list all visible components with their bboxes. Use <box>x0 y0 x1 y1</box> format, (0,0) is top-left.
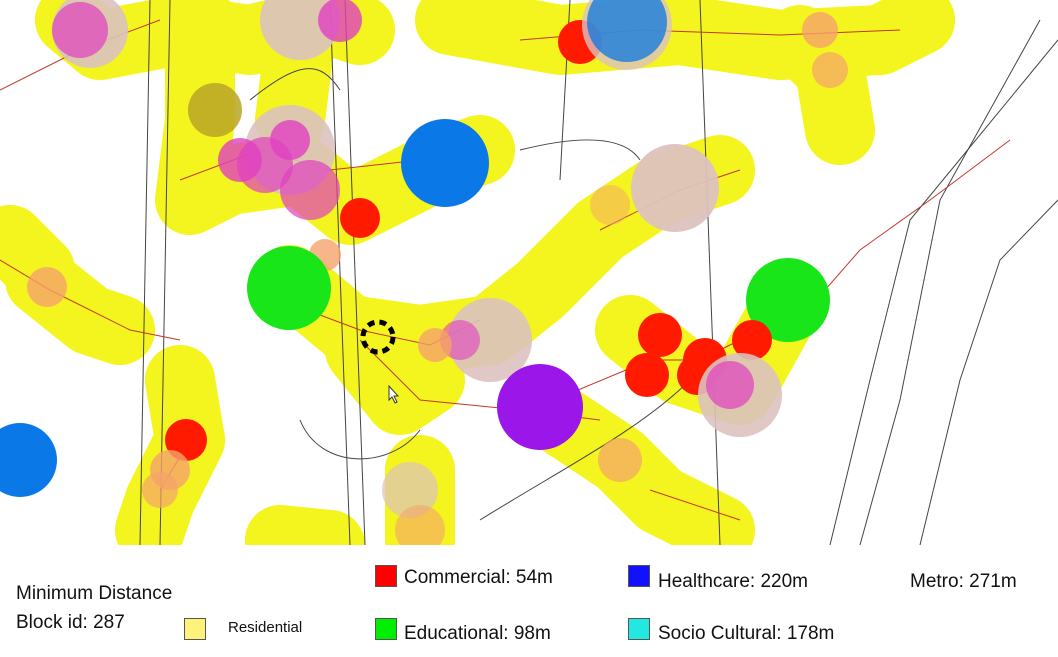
facility-circle-salmon-29 <box>590 185 630 225</box>
facility-circle-healthcare-15 <box>0 423 57 497</box>
facility-circle-salmon-18 <box>142 472 178 508</box>
metro-label: Metro: 271m <box>910 571 1017 592</box>
boundary-line-2 <box>329 0 351 545</box>
healthcare-swatch <box>628 565 650 587</box>
facility-circle-purple-22 <box>497 364 583 450</box>
boundary-line-10 <box>479 379 691 521</box>
facility-circle-olive-9 <box>188 83 242 137</box>
socio-cultural-swatch <box>628 618 650 640</box>
network-line-9 <box>649 489 741 521</box>
block-id-label: Block id: 287 <box>16 612 125 633</box>
facility-circle-pink-1 <box>52 2 108 58</box>
educational-label: Educational: 98m <box>404 623 551 644</box>
boundary-line-6 <box>829 39 1058 545</box>
boundary-line-3 <box>344 0 366 545</box>
residential-label: Residential <box>228 619 303 636</box>
facility-circle-salmon-27 <box>812 52 848 88</box>
selected-block-marker-icon[interactable] <box>360 319 396 355</box>
facility-circle-pink-8 <box>270 120 310 160</box>
network-line-4 <box>529 329 761 411</box>
facility-circle-salmon-21 <box>418 328 452 362</box>
mouse-cursor-icon <box>388 384 400 404</box>
block-boundary-lines <box>139 0 1058 545</box>
boundary-line-7 <box>919 199 1058 545</box>
buffer-corridor-3 <box>415 0 955 80</box>
educational-swatch <box>375 618 397 640</box>
facility-circle-salmon-14 <box>27 267 67 307</box>
boundary-line-9 <box>299 419 421 460</box>
facility-circle-healthcare-25 <box>587 0 667 62</box>
facility-circle-healthcare-10 <box>401 119 489 207</box>
legend-panel: Minimum Distance Block id: 287 Residenti… <box>0 545 1058 657</box>
facility-circle-commercial-31 <box>638 313 682 357</box>
facility-circle-commercial-16 <box>165 419 207 461</box>
facility-circle-pink-3 <box>318 0 362 42</box>
facility-circle-educational-30 <box>746 258 830 342</box>
boundary-line-4 <box>699 0 721 545</box>
buffer-corridor-8 <box>325 315 465 435</box>
facility-circle-tan-39 <box>382 462 438 518</box>
facility-circle-pink-37 <box>706 361 754 409</box>
facility-circle-tan-19 <box>448 298 532 382</box>
residential-swatch <box>184 618 206 640</box>
buffer-corridor-11 <box>525 385 755 545</box>
buffer-corridor-6 <box>0 205 75 305</box>
healthcare-label: Healthcare: 220m <box>658 571 808 592</box>
network-line-7 <box>0 259 181 341</box>
facility-circle-educational-13 <box>247 246 331 330</box>
commercial-label: Commercial: 54m <box>404 567 553 588</box>
selected-block-ring <box>360 319 396 355</box>
facility-circle-pink-6 <box>280 160 340 220</box>
commercial-swatch <box>375 565 397 587</box>
map-view[interactable] <box>0 0 1058 545</box>
facility-circle-pink-7 <box>218 138 262 182</box>
boundary-line-11 <box>249 68 341 101</box>
boundary-line-0 <box>139 0 151 545</box>
buffer-corridor-13 <box>245 505 365 545</box>
boundary-line-12 <box>519 139 641 161</box>
boundary-line-5 <box>859 19 1041 545</box>
facility-circle-tan-28 <box>631 144 719 232</box>
facility-circle-salmon-38 <box>598 438 642 482</box>
facility-circle-commercial-32 <box>625 353 669 397</box>
facility-circle-salmon-40 <box>395 505 445 545</box>
facility-circle-commercial-35 <box>732 320 772 360</box>
socio-cultural-label: Socio Cultural: 178m <box>658 623 835 644</box>
facility-circles <box>0 0 848 545</box>
facility-circle-commercial-11 <box>340 198 380 238</box>
facility-circle-salmon-26 <box>802 12 838 48</box>
page-title: Minimum Distance <box>16 583 173 604</box>
